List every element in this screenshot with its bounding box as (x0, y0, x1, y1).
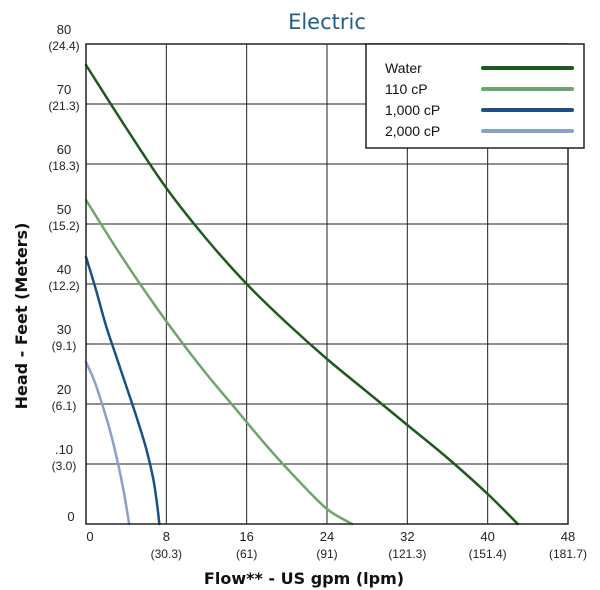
y-tick-sublabel: (12.2) (48, 279, 79, 293)
x-axis-title: Flow** - US gpm (lpm) (204, 569, 404, 588)
y-tick-sublabel: (15.2) (48, 219, 79, 233)
y-tick-label: 40 (57, 262, 71, 277)
series-line (84, 198, 354, 526)
y-tick-label: 70 (57, 82, 71, 97)
series-line (84, 255, 161, 526)
y-tick-label: 50 (57, 202, 71, 217)
legend-entry-label: 1,000 cP (385, 102, 440, 118)
legend-entry-label: 110 cP (385, 81, 428, 97)
y-axis-ticks: 0 .10 (3.0) 20 (6.1) 30 (9.1) 40 (12.2) 50 (15.2) 6… (48, 22, 79, 524)
y-axis-title: Head - Feet (Meters) (12, 223, 31, 410)
x-tick-label: 24 (320, 529, 334, 544)
y-tick-sublabel: (21.3) (48, 99, 79, 113)
x-tick-label: 0 (86, 529, 93, 544)
y-tick-label: 80 (57, 22, 71, 37)
y-tick-sublabel: (18.3) (48, 159, 79, 173)
y-tick-sublabel: (24.4) (48, 39, 79, 53)
plot-border (85, 43, 569, 525)
chart-title: Electric (288, 10, 366, 34)
legend: Water 110 cP 1,000 cP 2,000 cP (365, 43, 585, 149)
y-tick-label: 20 (57, 382, 71, 397)
x-tick-label: 8 (163, 529, 170, 544)
x-axis-ticks: 0 8 (30.3) 16 (61) 24 (91) 32 (121.3) 40 (151.4) 48… (86, 529, 587, 561)
x-tick-sublabel: (91) (316, 547, 337, 561)
x-tick-label: 40 (480, 529, 494, 544)
y-tick-label: 60 (57, 142, 71, 157)
series-line (84, 63, 520, 526)
series-line (84, 360, 131, 526)
x-tick-label: 48 (561, 529, 575, 544)
x-tick-label: 32 (400, 529, 414, 544)
y-tick-label: 30 (57, 322, 71, 337)
y-tick-sublabel: (9.1) (52, 339, 77, 353)
y-tick-sublabel: (6.1) (52, 399, 77, 413)
y-tick-sublabel: (3.0) (52, 459, 77, 473)
x-tick-sublabel: (121.3) (388, 547, 426, 561)
y-tick-label: .10 (55, 442, 73, 457)
legend-entry-label: 2,000 cP (385, 123, 440, 139)
x-tick-sublabel: (61) (236, 547, 257, 561)
x-tick-sublabel: (151.4) (469, 547, 507, 561)
x-tick-label: 16 (239, 529, 253, 544)
x-tick-sublabel: (181.7) (549, 547, 587, 561)
x-tick-sublabel: (30.3) (151, 547, 182, 561)
y-tick-label: 0 (67, 509, 74, 524)
series-lines (84, 63, 520, 526)
legend-entry-label: Water (385, 60, 422, 76)
